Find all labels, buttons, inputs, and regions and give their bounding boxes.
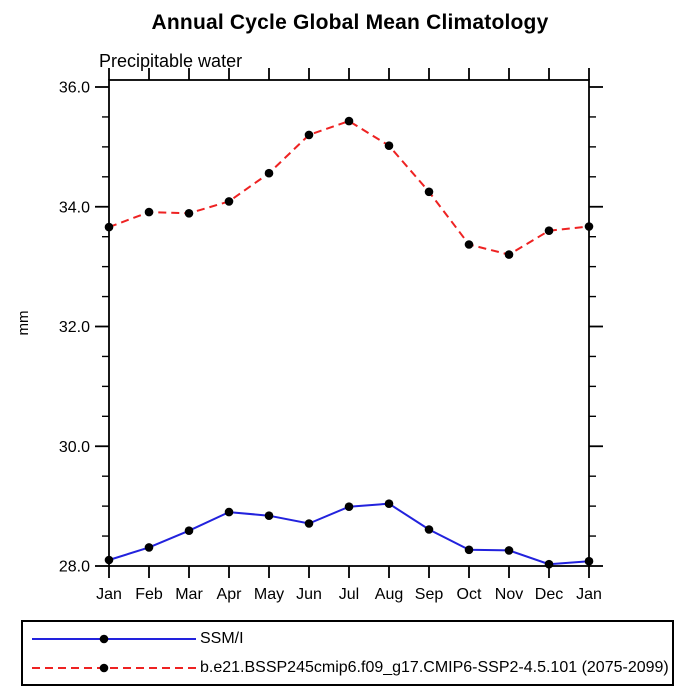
svg-text:Apr: Apr <box>217 586 243 603</box>
svg-text:28.0: 28.0 <box>59 559 90 576</box>
svg-text:34.0: 34.0 <box>59 199 90 216</box>
svg-text:Mar: Mar <box>175 586 203 603</box>
svg-text:Jan: Jan <box>96 586 122 603</box>
legend-item-model: b.e21.BSSP245cmip6.f09_g17.CMIP6-SSP2-4.… <box>30 654 672 681</box>
legend-label-model: b.e21.BSSP245cmip6.f09_g17.CMIP6-SSP2-4.… <box>200 658 669 676</box>
legend-item-ssmi: SSM/I <box>30 625 672 652</box>
svg-text:mm: mm <box>15 311 32 336</box>
svg-text:May: May <box>254 586 284 603</box>
svg-text:Nov: Nov <box>495 586 523 603</box>
svg-text:Jan: Jan <box>576 586 602 603</box>
svg-text:Feb: Feb <box>135 586 163 603</box>
svg-text:Sep: Sep <box>415 586 444 603</box>
legend-swatch-solid-line-icon <box>32 634 196 643</box>
svg-text:Jul: Jul <box>339 586 359 603</box>
chart-subtitle: Precipitable water <box>99 51 243 71</box>
svg-text:Aug: Aug <box>375 586 403 603</box>
svg-text:Dec: Dec <box>535 586 563 603</box>
legend-label-ssmi: SSM/I <box>200 629 244 647</box>
svg-text:30.0: 30.0 <box>59 439 90 456</box>
svg-text:32.0: 32.0 <box>59 319 90 336</box>
chart-title: Annual Cycle Global Mean Climatology <box>151 11 549 34</box>
svg-text:Oct: Oct <box>457 586 482 603</box>
svg-text:Jun: Jun <box>296 586 322 603</box>
svg-text:36.0: 36.0 <box>59 80 90 97</box>
legend-swatch-dashed-line-icon <box>32 663 196 672</box>
legend: SSM/I b.e21.BSSP245cmip6.f09_g17.CMIP6-S… <box>21 620 674 686</box>
